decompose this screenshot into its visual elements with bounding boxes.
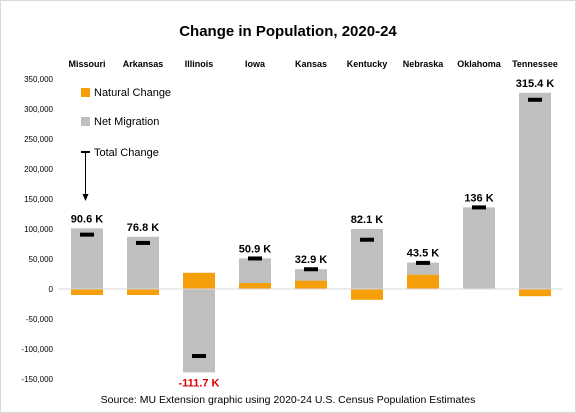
bar-natural-change-illinois xyxy=(183,272,215,289)
total-change-marker-kansas xyxy=(304,267,318,272)
bar-net-migration-oklahoma xyxy=(463,207,495,289)
total-change-marker-kentucky xyxy=(360,237,374,242)
category-label-oklahoma: Oklahoma xyxy=(457,59,502,69)
y-tick-label: 350,000 xyxy=(24,75,53,84)
bar-natural-change-iowa xyxy=(239,283,271,289)
total-change-marker-nebraska xyxy=(416,260,430,265)
legend-label-net-migration: Net Migration xyxy=(94,116,159,128)
total-change-marker-arkansas xyxy=(136,240,150,245)
bar-natural-change-tennessee xyxy=(519,289,551,297)
bar-natural-change-kansas xyxy=(295,280,327,289)
total-change-marker-oklahoma xyxy=(472,205,486,210)
y-tick-label: -50,000 xyxy=(26,315,54,324)
legend-swatch-net-migration xyxy=(81,117,90,126)
data-label-missouri: 90.6 K xyxy=(71,213,103,225)
y-tick-label: 300,000 xyxy=(24,105,53,114)
bar-natural-change-arkansas xyxy=(127,289,159,295)
data-label-illinois: -111.7 K xyxy=(179,377,220,389)
data-label-kansas: 32.9 K xyxy=(295,254,327,266)
bar-net-migration-iowa xyxy=(239,258,271,283)
y-tick-label: 50,000 xyxy=(29,255,54,264)
data-label-iowa: 50.9 K xyxy=(239,243,271,255)
chart-title: Change in Population, 2020-24 xyxy=(179,23,397,40)
y-tick-label: 100,000 xyxy=(24,225,53,234)
bar-net-migration-kansas xyxy=(295,269,327,281)
total-change-marker-illinois xyxy=(192,354,206,359)
category-label-tennessee: Tennessee xyxy=(512,59,558,69)
category-label-nebraska: Nebraska xyxy=(403,59,445,69)
bar-natural-change-nebraska xyxy=(407,274,439,289)
legend: Natural Change Net Migration Total Chang… xyxy=(81,87,171,201)
legend-arrow-head xyxy=(82,194,89,201)
total-change-marker-missouri xyxy=(80,232,94,237)
data-label-oklahoma: 136 K xyxy=(464,192,493,204)
category-label-illinois: Illinois xyxy=(185,59,214,69)
legend-label-total-change: Total Change xyxy=(94,147,159,159)
category-label-missouri: Missouri xyxy=(68,59,105,69)
bar-net-migration-tennessee xyxy=(519,92,551,289)
category-label-kansas: Kansas xyxy=(295,59,327,69)
data-label-tennessee: 315.4 K xyxy=(516,78,555,90)
bar-net-migration-arkansas xyxy=(127,236,159,289)
bar-net-migration-illinois xyxy=(183,289,215,373)
category-label-iowa: Iowa xyxy=(245,59,266,69)
data-label-kentucky: 82.1 K xyxy=(351,214,383,226)
category-label-arkansas: Arkansas xyxy=(123,59,164,69)
category-label-kentucky: Kentucky xyxy=(347,59,388,69)
data-label-nebraska: 43.5 K xyxy=(407,248,439,260)
y-tick-label: -150,000 xyxy=(21,375,53,384)
data-label-arkansas: 76.8 K xyxy=(127,222,159,234)
y-tick-label: 150,000 xyxy=(24,195,53,204)
total-change-marker-tennessee xyxy=(528,97,542,102)
legend-label-natural-change: Natural Change xyxy=(94,87,171,99)
y-tick-label: 250,000 xyxy=(24,135,53,144)
y-tick-label: 0 xyxy=(49,285,54,294)
bar-natural-change-missouri xyxy=(71,289,103,295)
source-note: Source: MU Extension graphic using 2020-… xyxy=(101,394,476,406)
y-tick-label: 200,000 xyxy=(24,165,53,174)
legend-swatch-natural-change xyxy=(81,88,90,97)
total-change-marker-iowa xyxy=(248,256,262,261)
y-tick-label: -100,000 xyxy=(21,345,53,354)
bar-net-migration-nebraska xyxy=(407,262,439,275)
bar-natural-change-kentucky xyxy=(351,289,383,300)
bar-net-migration-missouri xyxy=(71,228,103,289)
